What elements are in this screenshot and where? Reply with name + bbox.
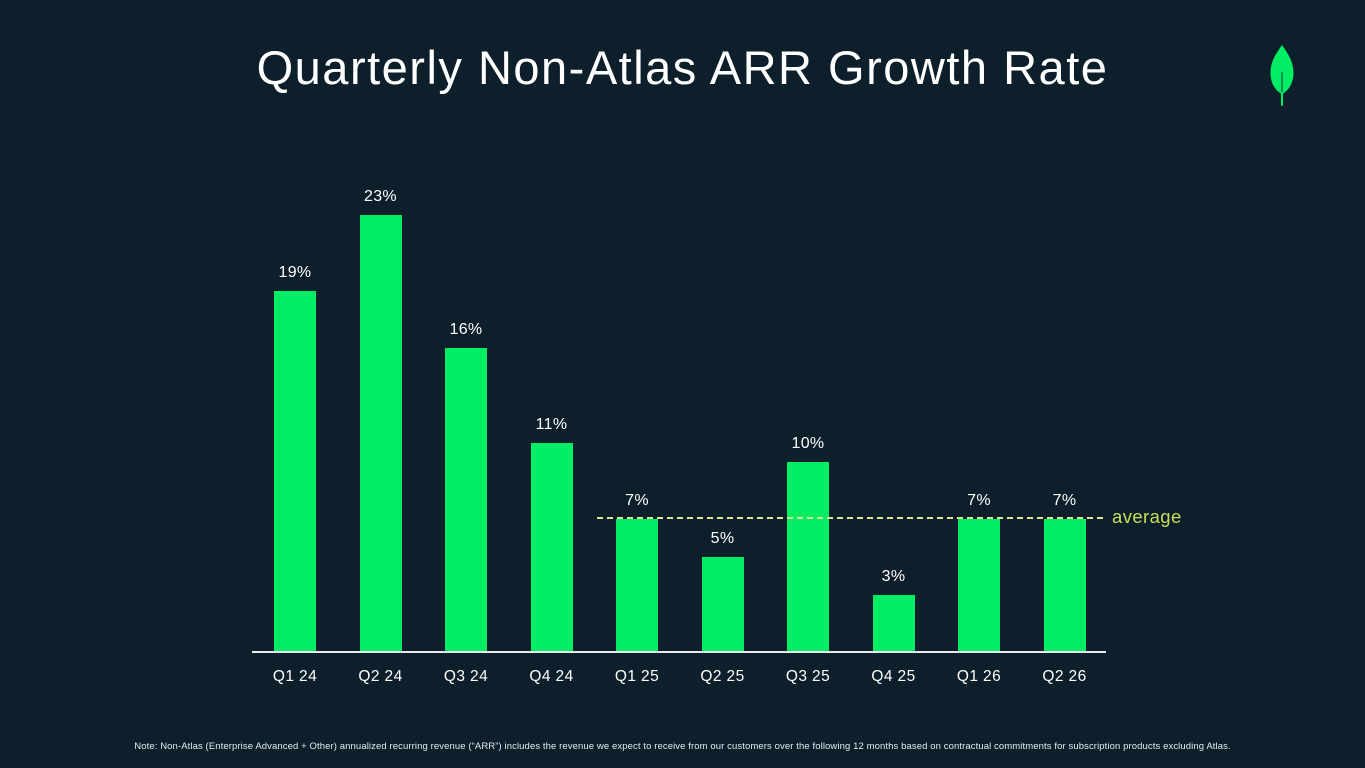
bar-value-label-q1-24: 19% xyxy=(278,264,312,281)
bar-value-label-q1-26: 7% xyxy=(967,492,991,509)
bar-q1-26 xyxy=(958,519,1000,652)
x-tick-label-q2-26: Q2 26 xyxy=(1042,668,1087,685)
bar-value-label-q3-24: 16% xyxy=(449,321,483,338)
bar-value-label-q2-25: 5% xyxy=(710,530,735,547)
bar-value-label-q4-25: 3% xyxy=(881,568,906,585)
x-tick-label-q4-25: Q4 25 xyxy=(871,668,916,685)
leaf-center-slit xyxy=(1281,72,1283,92)
mongodb-leaf-icon xyxy=(1270,45,1294,106)
bar-q2-25 xyxy=(701,557,744,652)
bar-value-label-q4-24: 11% xyxy=(535,416,568,433)
leaf-stem xyxy=(1281,93,1283,106)
x-tick-label-q3-24: Q3 24 xyxy=(443,668,489,685)
bar-q2-26 xyxy=(1043,519,1086,652)
bar-q1-24 xyxy=(274,291,316,652)
bar-q4-24 xyxy=(530,443,573,652)
bar-q4-25 xyxy=(872,595,915,652)
x-tick-label-q4-24: Q4 24 xyxy=(529,668,574,685)
x-tick-label-q2-24: Q2 24 xyxy=(358,668,403,685)
x-tick-label-q2-25: Q2 25 xyxy=(700,668,745,685)
footnote: Note: Non-Atlas (Enterprise Advanced + O… xyxy=(134,741,1231,752)
bar-q3-25 xyxy=(787,462,829,652)
x-tick-label-q1-25: Q1 25 xyxy=(614,668,660,685)
bar-value-label-q1-25: 7% xyxy=(625,492,649,509)
bar-value-label-q2-26: 7% xyxy=(1052,492,1077,509)
average-dashed-line xyxy=(597,517,1103,519)
bar-q1-25 xyxy=(616,519,658,652)
bar-q3-24 xyxy=(445,348,487,652)
x-tick-label-q1-26: Q1 26 xyxy=(956,668,1002,685)
x-tick-label-q3-25: Q3 25 xyxy=(785,668,831,685)
bar-q2-24 xyxy=(359,215,402,652)
bar-value-label-q3-25: 10% xyxy=(791,435,825,452)
bar-value-label-q2-24: 23% xyxy=(364,188,397,205)
page-title: Quarterly Non-Atlas ARR Growth Rate xyxy=(256,41,1109,94)
x-tick-label-q1-24: Q1 24 xyxy=(272,668,318,685)
average-label: average xyxy=(1112,506,1182,527)
leaf-body xyxy=(1270,45,1294,95)
x-axis-line xyxy=(252,651,1106,653)
